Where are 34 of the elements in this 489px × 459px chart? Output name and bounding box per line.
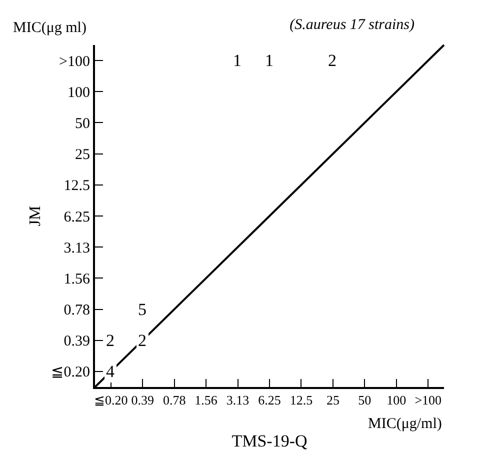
y-axis-title: JM [27, 206, 44, 226]
x-tick-label: 12.5 [290, 392, 313, 408]
y-tick-label: 25 [75, 147, 90, 164]
text: MIC(μg/ml) [368, 416, 442, 432]
y-tick-label: 3.13 [64, 240, 90, 256]
y-tick-label: >100 [59, 54, 90, 70]
data-label: 1 [265, 51, 274, 70]
chart-title: (S.aureus 17 strains) [290, 16, 415, 33]
x-tick-label: 3.13 [226, 392, 250, 408]
x-axis-title: TMS-19-Q [232, 432, 308, 450]
x-tick-label: ≦0.20 [94, 392, 128, 408]
data-label: 4 [106, 362, 115, 381]
y-tick-label: 6.25 [64, 209, 90, 226]
x-tick-label: 6.25 [258, 392, 281, 408]
data-label: 1 [233, 51, 242, 70]
data-label: 2 [106, 331, 114, 350]
data-label: 5 [138, 300, 146, 319]
x-tick-label: 100 [386, 392, 406, 408]
y-tick-label: 100 [68, 84, 90, 101]
y-tick-label: 1.56 [64, 271, 90, 288]
y-tick-label: 0.78 [64, 302, 90, 319]
y-tick-label: 0.39 [64, 334, 90, 350]
y-tick-label: ≦0.20 [50, 364, 90, 381]
x-tick-label: 25 [326, 392, 340, 408]
x-tick-label: 0.39 [131, 392, 154, 408]
x-tick-label: >100 [414, 392, 442, 408]
text: MIC(μg ml) [13, 20, 86, 36]
data-label: 2 [328, 51, 336, 70]
y-tick-label: 12.5 [64, 178, 90, 194]
x-tick-label: 50 [358, 392, 372, 408]
x-tick-label: 1.56 [194, 392, 218, 408]
y-tick-label: 50 [75, 116, 90, 132]
data-label: 2 [138, 331, 146, 350]
x-tick-label: 0.78 [162, 392, 186, 408]
